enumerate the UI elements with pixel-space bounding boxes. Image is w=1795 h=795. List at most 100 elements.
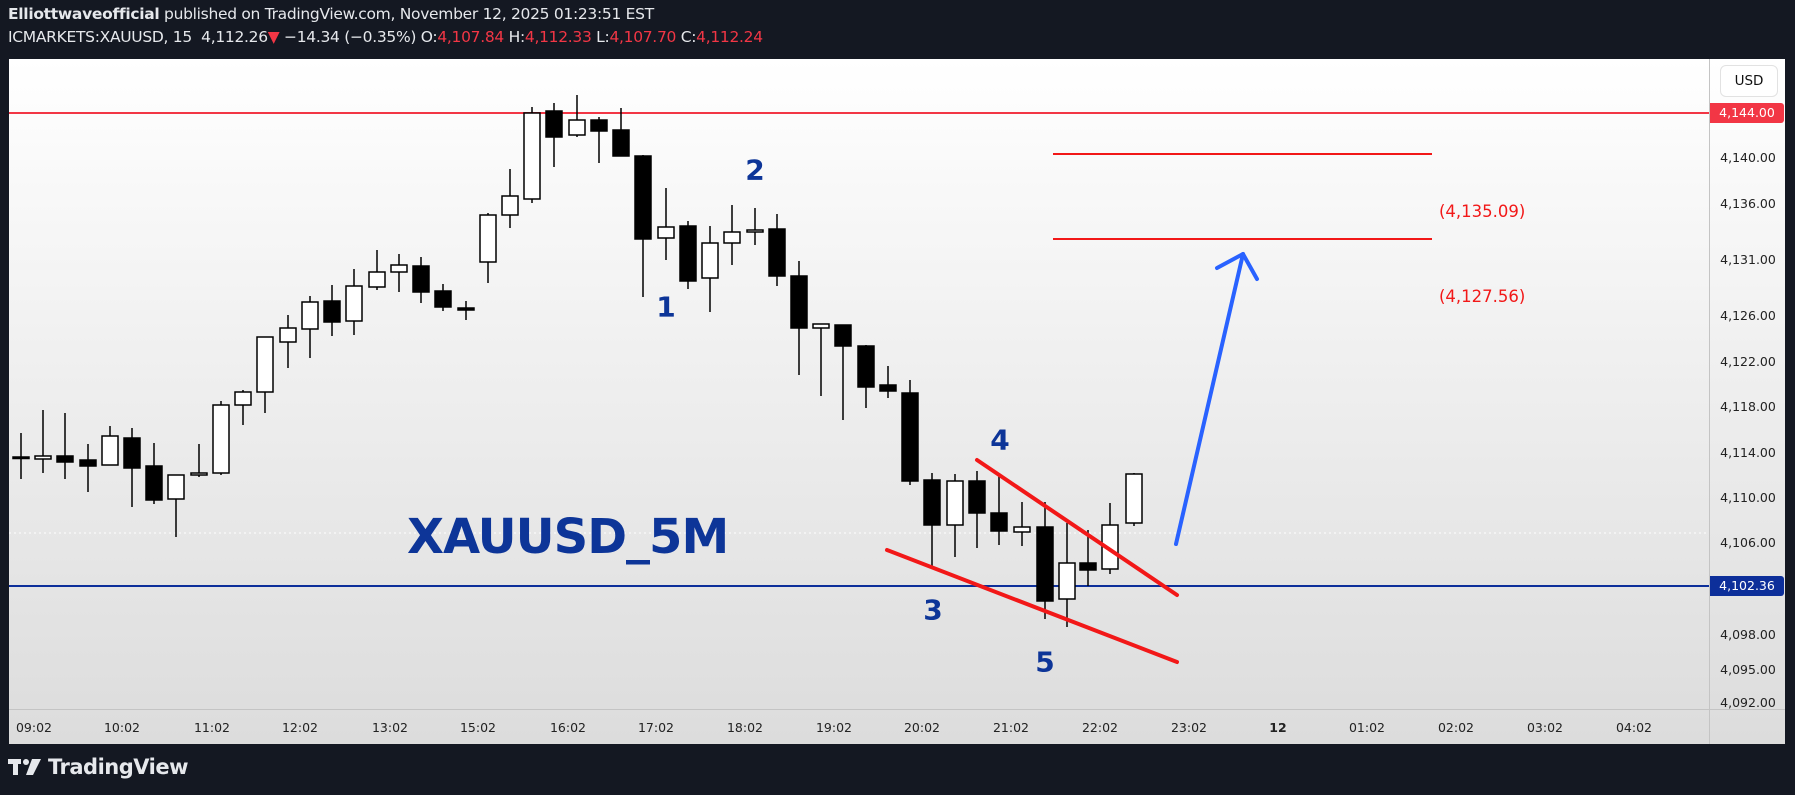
candle[interactable] [701,226,719,312]
time-tick: 01:02 [1348,720,1386,735]
time-tick: 21:02 [992,720,1030,735]
candle[interactable] [768,214,786,286]
resistance-price-label: 4,144.00 [1710,103,1784,123]
candle[interactable] [79,444,97,492]
wave-label-1[interactable]: 1 [656,290,676,324]
time-tick: 18:02 [726,720,764,735]
open-label: O: [420,28,438,46]
candle[interactable] [12,433,30,479]
axis-corner [1709,709,1785,744]
price-tick: 4,110.00 [1720,490,1776,505]
low-value: 4,107.70 [609,28,677,46]
price-change: −14.34 (−0.35%) [284,28,417,46]
candle[interactable] [723,205,741,265]
tradingview-logo[interactable]: TradingView [8,755,188,779]
target-label-1[interactable]: (4,135.09) [1439,202,1526,221]
time-tick: 13:02 [371,720,409,735]
candle[interactable] [946,474,964,557]
candle[interactable] [123,428,141,507]
candle[interactable] [523,107,541,203]
wave-label-2[interactable]: 2 [745,153,765,187]
candle[interactable] [568,95,586,137]
wedge-lower-line[interactable] [885,548,1179,664]
candle[interactable] [479,213,497,283]
time-tick: 12 [1269,720,1287,735]
candle[interactable] [390,254,408,292]
price-tick: 4,092.00 [1720,695,1776,710]
time-tick: 12:02 [281,720,319,735]
candle[interactable] [679,221,697,289]
candle[interactable] [368,250,386,290]
candle[interactable] [212,401,230,475]
candle[interactable] [879,366,897,398]
wave-label-3[interactable]: 3 [923,593,943,627]
candle[interactable] [834,324,852,420]
time-tick: 11:02 [193,720,231,735]
last-price: 4,112.26 [201,28,268,46]
symbol-name[interactable]: ICMARKETS:XAUUSD, 15 [8,28,192,46]
logo-text: TradingView [48,755,188,779]
candle[interactable] [345,269,363,335]
high-value: 4,112.33 [524,28,592,46]
price-tick: 4,106.00 [1720,535,1776,550]
time-tick: 04:02 [1615,720,1653,735]
candle[interactable] [901,380,919,485]
time-tick: 20:02 [903,720,941,735]
published-text: published on TradingView.com, November 1… [159,5,654,23]
candle[interactable] [746,208,764,245]
candle[interactable] [34,410,52,473]
candle[interactable] [56,413,74,479]
candle[interactable] [301,296,319,358]
candle[interactable] [501,169,519,228]
time-tick: 23:02 [1170,720,1208,735]
price-tick: 4,131.00 [1720,252,1776,267]
candle[interactable] [1058,523,1076,627]
watermark-label[interactable]: XAUUSD_5M [407,509,729,565]
candle[interactable] [190,444,208,477]
wedge-upper-line[interactable] [975,458,1179,597]
candle[interactable] [790,261,808,375]
candle[interactable] [1013,502,1031,546]
candle[interactable] [145,443,163,504]
price-tick: 4,095.00 [1720,662,1776,677]
candle[interactable] [590,117,608,163]
candle[interactable] [101,426,119,466]
publisher-name[interactable]: Elliottwaveofficial [8,5,160,23]
candle[interactable] [634,155,652,297]
candle[interactable] [412,257,430,303]
candle[interactable] [1079,530,1097,586]
candle[interactable] [968,471,986,548]
candle[interactable] [457,301,475,320]
candle[interactable] [1125,473,1143,526]
candle[interactable] [612,108,630,157]
candle[interactable] [990,473,1008,545]
time-tick: 15:02 [459,720,497,735]
currency-button[interactable]: USD [1720,65,1778,97]
candle[interactable] [545,103,563,167]
candle[interactable] [434,284,452,311]
candle[interactable] [657,188,675,260]
candle[interactable] [1036,502,1054,619]
candle[interactable] [857,345,875,408]
candle[interactable] [167,474,185,537]
candle[interactable] [1101,503,1119,574]
support-price-label: 4,102.36 [1710,576,1784,596]
price-axis[interactable]: USD 4,144.00 4,102.36 4,140.00 4,136.00 4,… [1709,59,1785,744]
candle[interactable] [812,323,830,396]
candle[interactable] [234,390,252,425]
candlestick-plot[interactable] [9,59,1709,709]
candle[interactable] [256,336,274,413]
target-label-2[interactable]: (4,127.56) [1439,287,1526,306]
candle[interactable] [323,285,341,336]
candle[interactable] [279,315,297,368]
wave-label-4[interactable]: 4 [990,423,1010,457]
publish-info: Elliottwaveofficial published on Trading… [8,5,654,23]
high-label: H: [508,28,526,46]
wave-label-5[interactable]: 5 [1035,645,1055,679]
price-tick: 4,118.00 [1720,399,1776,414]
symbol-legend: ICMARKETS:XAUUSD, 15 4,112.26▼ −14.34 (−… [8,28,763,46]
candle[interactable] [923,473,941,567]
time-axis[interactable]: 09:02 10:02 11:02 12:02 13:02 15:02 16:02 17:02… [9,709,1709,744]
up-arrow-icon[interactable] [1174,252,1259,546]
